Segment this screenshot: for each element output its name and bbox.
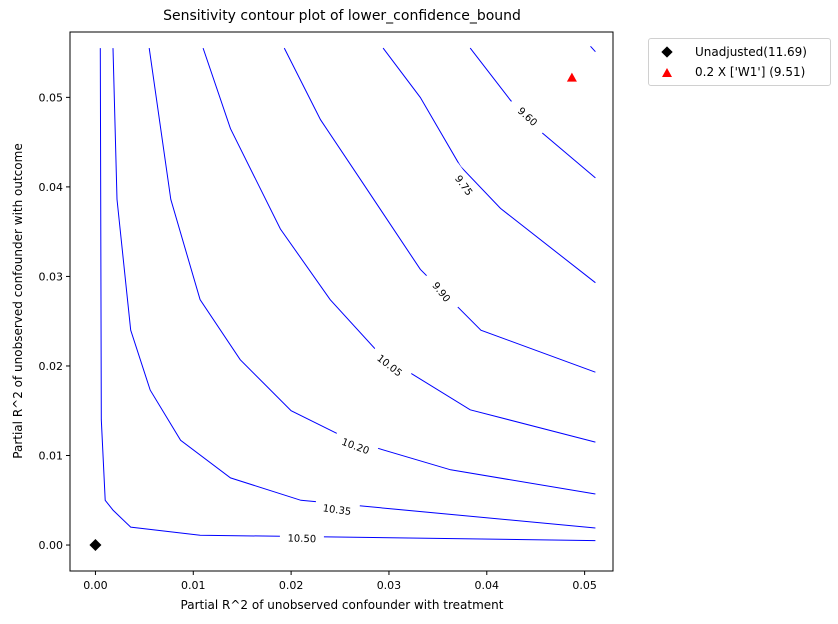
x-tick-label: 0.05 (572, 579, 597, 592)
x-tick-label: 0.02 (279, 579, 304, 592)
y-tick-label: 0.04 (39, 181, 64, 194)
y-tick-label: 0.02 (39, 360, 64, 373)
legend-entry-w1: 0.2 X ['W1'] (9.51) (649, 62, 805, 82)
contour-line-10.35: 10.35 (112, 48, 596, 529)
x-axis-label: Partial R^2 of unobserved confounder wit… (180, 598, 504, 612)
legend: Unadjusted(11.69) 0.2 X ['W1'] (9.51) (648, 38, 831, 86)
y-tick-label: 0.05 (39, 91, 64, 104)
triangle-marker-icon (662, 67, 672, 77)
x-tick-label: 0.04 (475, 579, 500, 592)
x-tick-label: 0.03 (377, 579, 402, 592)
contour-label: 10.35 (322, 503, 352, 518)
x-tick-label: 0.00 (83, 579, 108, 592)
unadjusted-point-marker (89, 539, 102, 552)
contour-label: 9.90 (429, 280, 451, 304)
contour-line-9.75: 9.75 (382, 47, 596, 284)
legend-entry-unadjusted: Unadjusted(11.69) (649, 42, 807, 62)
y-tick-label: 0.00 (39, 539, 64, 552)
contour-line-10.50: 10.50 (99, 48, 596, 545)
y-tick-label: 0.03 (39, 270, 64, 283)
legend-label: 0.2 X ['W1'] (9.51) (695, 65, 806, 79)
legend-label: Unadjusted(11.69) (695, 45, 807, 59)
contour-line-9.45 (590, 45, 596, 53)
benchmark-point-marker (566, 72, 577, 82)
y-tick-label: 0.01 (39, 450, 64, 463)
chart-title: Sensitivity contour plot of lower_confid… (163, 8, 521, 24)
contour-label: 10.20 (340, 437, 371, 457)
x-tick-label: 0.01 (181, 579, 206, 592)
contour-line-10.05: 10.05 (202, 47, 596, 443)
contour-label: 10.50 (287, 533, 316, 545)
plot-frame (69, 31, 614, 572)
y-axis-label: Partial R^2 of unobserved confounder wit… (11, 143, 25, 459)
contour-line-9.60: 9.60 (469, 47, 596, 179)
diamond-marker-icon (661, 46, 673, 58)
contour-line-9.90: 9.90 (283, 47, 596, 373)
